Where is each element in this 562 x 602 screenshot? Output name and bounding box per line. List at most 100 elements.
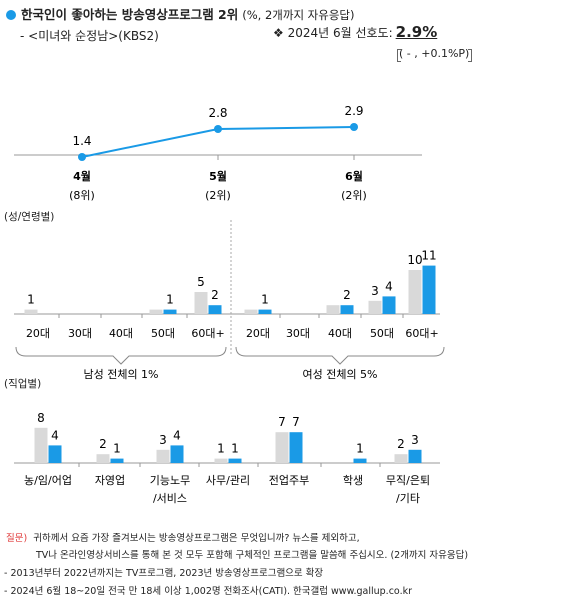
job-value-label: 1 [231,442,239,456]
trend-rank-label: (8위) [69,189,95,202]
age-value-label: 1 [261,293,269,307]
job-category-label: 기능노무 [150,474,190,487]
job-section-label: (직업별) [4,378,42,390]
age-category-label: 50대 [370,327,394,340]
job-value-label: 7 [292,415,300,429]
age-bar [163,309,177,314]
age-bar [340,305,354,314]
title-main: 한국인이 좋아하는 방송영상프로그램 2위 [21,7,239,22]
job-bar [408,449,422,463]
trend-rank-label: (2위) [205,189,231,202]
job-category-label: /서비스 [153,492,187,505]
job-category-label: 자영업 [95,474,125,487]
job-value-label: 1 [217,442,225,456]
age-category-label: 40대 [328,327,352,340]
question-line-1: 질문) 귀하께서 요즘 가장 즐겨보시는 방송영상프로그램은 무엇입니까? 뉴스… [6,530,360,544]
age-value-label: 10 [407,253,422,267]
age-category-label: 60대+ [405,327,438,340]
job-category-label: 학생 [343,474,363,487]
job-value-label: 3 [159,433,167,447]
job-category-label: 사무/관리 [206,474,250,487]
female-group-label: 여성 전체의 5% [302,368,377,381]
female-group-bracket [235,346,445,365]
age-value-label: 3 [371,284,379,298]
age-bar [408,270,422,314]
age-section-label: (성/연령별) [4,211,55,223]
age-bar [24,309,38,314]
job-value-label: 1 [113,442,121,456]
preference-value: 2.9% [395,23,438,41]
preference-label: 2024년 6월 선호도: [287,26,393,40]
program-subtitle: - <미녀와 순정남>(KBS2) [20,29,159,43]
age-value-label: 1 [27,293,35,307]
trend-value-label: 1.4 [72,134,91,148]
age-bar [194,292,208,314]
age-value-label: 11 [421,249,436,263]
job-value-label: 1 [356,442,364,456]
age-category-label: 40대 [109,327,133,340]
age-value-label: 2 [211,288,219,302]
job-bar [214,458,228,463]
title-note: (%, 2개까지 자유응답) [242,8,355,22]
trend-value-label: 2.9 [344,104,363,118]
age-bar [382,296,396,314]
diamond-icon: ❖ [273,26,284,40]
job-bar [353,458,367,463]
age-category-label: 30대 [68,327,92,340]
preference-change: ( - , +0.1%P) [396,47,473,62]
age-category-label: 50대 [151,327,175,340]
male-group-bracket [15,346,227,365]
trend-rank-label: (2위) [341,189,367,202]
job-bar [228,458,242,463]
job-bar [96,454,110,463]
age-bar [244,309,258,314]
monthly-trend-chart: 1.4 4월 (8위) 2.8 5월 (2위) 2.9 6월 (2위) [14,104,422,202]
job-category-label: 무직/은퇴 [386,474,430,487]
footnote-2: - 2024년 6월 18~20일 전국 만 18세 이상 1,002명 전화조… [4,586,412,597]
job-category-label: /기타 [396,492,420,505]
preference-line: ❖ 2024년 6월 선호도: 2.9% [273,23,437,41]
age-bar [258,309,272,314]
question-tag: 질문) [6,533,28,544]
job-bar [170,445,184,463]
age-bar [422,265,436,314]
trend-point [350,123,358,131]
footnote-1: - 2013년부터 2022년까지는 TV프로그램, 2023년 방송영상프로그… [4,568,324,579]
trend-point [78,153,86,161]
age-value-label: 5 [197,275,205,289]
job-value-label: 4 [173,428,181,442]
age-category-label: 30대 [286,327,310,340]
question-text-1: 귀하께서 요즘 가장 즐겨보시는 방송영상프로그램은 무엇입니까? 뉴스를 제외… [33,533,360,544]
job-value-label: 3 [411,433,419,447]
job-value-label: 2 [397,437,405,451]
age-category-label: 20대 [26,327,50,340]
trend-month-label: 4월 [73,169,91,183]
job-category-label: 전업주부 [269,474,309,487]
age-bar [149,309,163,314]
job-bar [34,427,48,463]
job-bar [110,458,124,463]
bullet-dot-icon [6,10,16,20]
gender-age-bar-chart: 1 5 3 10 1 2 1 2 4 11 20대 30대 40대 50대 60대+ 20대 30대 40대 50대… [14,220,445,381]
job-value-label: 4 [51,428,59,442]
job-value-label: 8 [37,411,45,425]
job-value-label: 2 [99,437,107,451]
age-value-label: 4 [385,279,393,293]
chart-title: 한국인이 좋아하는 방송영상프로그램 2위 (%, 2개까지 자유응답) [6,4,355,23]
job-bar [275,432,289,463]
question-text-2: TV나 온라인영상서비스를 통해 본 것 모두 포함해 구체적인 프로그램을 말… [36,550,469,561]
trend-month-label: 6월 [345,169,363,183]
job-value-label: 7 [278,415,286,429]
trend-value-label: 2.8 [208,106,227,120]
job-category-label: 농/임/어업 [24,474,72,487]
age-category-label: 20대 [246,327,270,340]
age-bar [368,300,382,314]
job-bar [289,432,303,463]
age-value-label: 1 [166,293,174,307]
job-bar [156,449,170,463]
trend-point [214,125,222,133]
age-value-label: 2 [343,288,351,302]
age-bar [208,305,222,314]
age-category-label: 60대+ [191,327,224,340]
